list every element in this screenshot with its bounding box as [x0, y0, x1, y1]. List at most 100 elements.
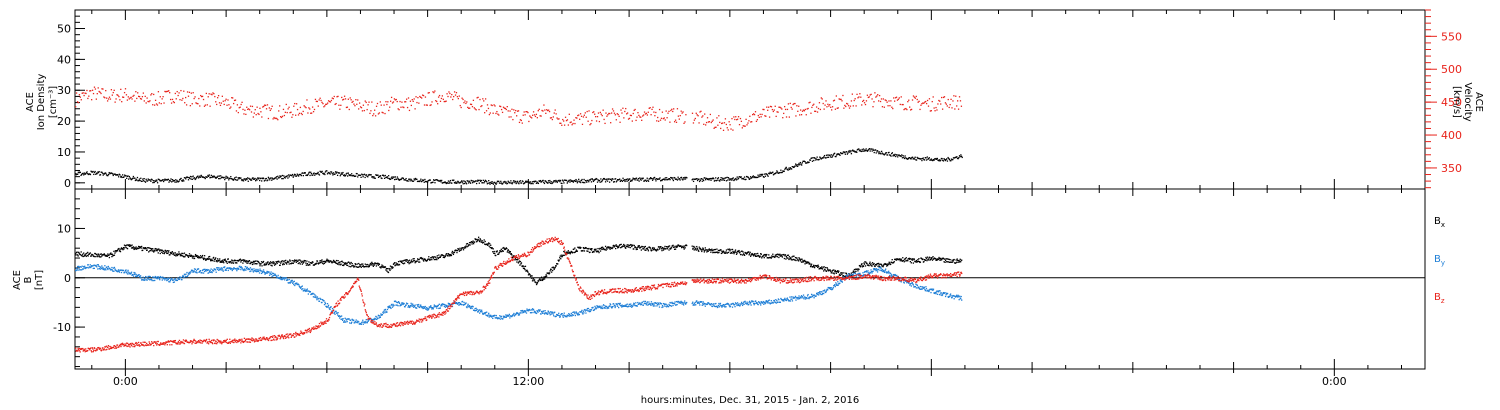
y-tick-label: 350	[1441, 162, 1462, 175]
field-point-by	[109, 267, 111, 270]
velocity-point	[454, 94, 457, 96]
field-point-bx	[886, 265, 888, 267]
density-point	[897, 156, 899, 158]
field-point-bx	[604, 248, 606, 251]
field-point-bx	[311, 262, 313, 264]
density-point	[275, 177, 277, 179]
velocity-point	[461, 97, 463, 99]
field-point-bx	[809, 263, 811, 265]
field-point-bx	[498, 251, 500, 254]
velocity-point	[670, 109, 672, 112]
field-point-bx	[429, 259, 431, 261]
velocity-point	[557, 118, 559, 120]
field-point-bx	[844, 276, 846, 278]
field-point-bx	[926, 256, 929, 258]
field-point-bx	[159, 250, 161, 252]
density-point	[647, 179, 649, 181]
field-point-bx	[92, 254, 94, 256]
field-point-bx	[195, 254, 197, 257]
density-point	[263, 180, 266, 182]
density-point	[807, 161, 809, 163]
field-point-by	[387, 307, 390, 309]
density-point	[385, 176, 388, 179]
velocity-point	[289, 111, 291, 114]
velocity-point	[126, 99, 129, 101]
density-point	[453, 179, 455, 181]
field-point-bx	[799, 259, 801, 261]
field-point-bx	[362, 263, 364, 265]
field-point-bx	[937, 258, 940, 261]
velocity-point	[587, 120, 589, 122]
density-point	[784, 168, 786, 170]
velocity-point	[629, 114, 632, 117]
field-point-bx	[716, 248, 718, 250]
field-point-by	[158, 277, 160, 279]
velocity-point	[468, 107, 470, 109]
density-point	[813, 159, 815, 162]
field-point-bx	[284, 260, 286, 262]
field-point-by	[462, 304, 465, 306]
y-tick-label: 550	[1441, 30, 1462, 43]
field-point-bx	[338, 264, 340, 266]
density-point	[498, 180, 500, 183]
density-point	[766, 173, 768, 175]
field-point-bx	[712, 249, 715, 251]
velocity-point	[394, 99, 396, 101]
velocity-point	[624, 110, 626, 113]
density-point	[590, 181, 593, 183]
velocity-point	[377, 113, 380, 115]
velocity-point	[638, 114, 640, 117]
density-point	[257, 178, 259, 180]
field-point-bx	[148, 247, 150, 249]
velocity-point	[179, 99, 181, 101]
velocity-point	[861, 104, 863, 106]
field-point-by	[158, 278, 160, 280]
field-point-bx	[574, 247, 576, 249]
density-point	[776, 170, 778, 172]
field-point-bx	[509, 251, 512, 253]
field-point-by	[412, 304, 414, 306]
density-point	[99, 174, 102, 176]
field-point-bx	[645, 249, 647, 251]
field-point-by	[116, 270, 118, 272]
density-point	[914, 156, 916, 158]
velocity-point	[642, 115, 644, 117]
velocity-point	[848, 107, 851, 109]
density-point	[265, 178, 267, 180]
velocity-point	[467, 106, 469, 109]
velocity-point	[880, 98, 883, 100]
velocity-point	[320, 99, 322, 102]
density-point	[698, 178, 700, 180]
density-point	[911, 156, 914, 158]
density-point	[328, 172, 331, 174]
density-point	[380, 177, 382, 179]
field-point-bx	[147, 247, 149, 249]
density-point	[359, 174, 361, 176]
field-point-by	[144, 279, 146, 281]
field-point-bx	[345, 262, 347, 264]
density-point	[213, 175, 215, 177]
velocity-point	[802, 109, 805, 111]
field-point-bx	[893, 260, 895, 263]
field-point-bx	[559, 255, 561, 257]
density-point	[548, 181, 550, 184]
field-point-by	[111, 266, 113, 269]
velocity-point	[308, 107, 310, 109]
density-point	[196, 176, 198, 178]
velocity-point	[450, 96, 452, 98]
density-point	[697, 178, 699, 181]
field-point-bx	[926, 259, 928, 262]
velocity-point	[279, 105, 281, 107]
density-point	[369, 174, 371, 176]
density-point	[749, 178, 751, 180]
density-point	[877, 151, 879, 153]
density-point	[769, 171, 771, 173]
field-point-by	[128, 273, 130, 275]
velocity-point	[313, 108, 316, 111]
field-point-bx	[361, 265, 363, 267]
field-point-bx	[333, 260, 336, 262]
field-point-bx	[720, 252, 723, 255]
density-point	[671, 177, 673, 179]
density-point	[956, 157, 959, 160]
velocity-point	[185, 104, 188, 106]
